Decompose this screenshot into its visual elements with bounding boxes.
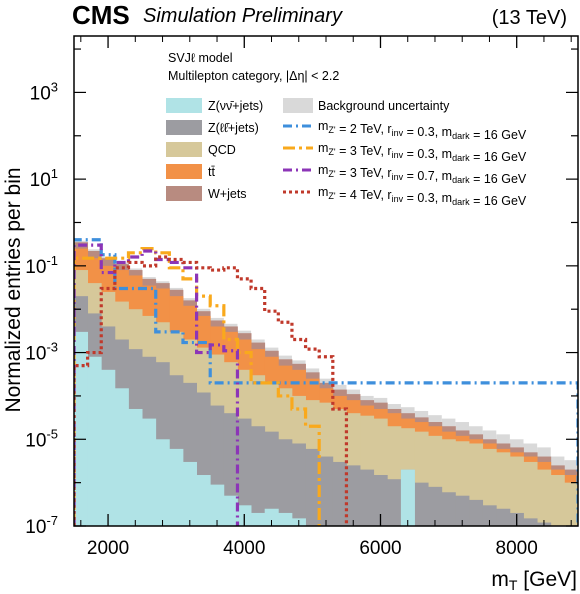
zll-bin	[264, 431, 279, 526]
znunu-bin	[142, 418, 157, 526]
zll-bin	[305, 448, 320, 526]
zll-bin	[482, 505, 497, 526]
zll-bin	[251, 426, 266, 526]
znunu-bin	[223, 495, 238, 526]
legend-swatch-qcd	[166, 142, 202, 157]
zll-bin	[469, 499, 484, 526]
znunu-bin	[87, 356, 102, 526]
legend-category: Multilepton category, |Δη| < 2.2	[168, 69, 339, 83]
zll-bin	[291, 443, 306, 526]
legend: SVJℓ model Multilepton category, |Δη| < …	[166, 51, 527, 208]
zll-bin	[387, 479, 402, 526]
y-tick-label: 101	[30, 166, 58, 191]
znunu-bin	[264, 508, 279, 526]
legend-label-signal-1: mZ' = 2 TeV, rinv = 0.3, mdark = 16 GeV	[318, 119, 527, 142]
legend-swatch-zll	[166, 120, 202, 135]
legend-label-znunu: Z(νν̄+jets)	[208, 99, 263, 113]
uncertainty-bin	[332, 384, 347, 394]
uncertainty-bin	[414, 410, 429, 422]
x-tick-label: 8000	[496, 538, 538, 559]
y-tick-label: 10-7	[25, 513, 58, 538]
qcd-bin	[564, 482, 578, 526]
znunu-bin	[101, 369, 116, 526]
uncertainty-bin	[441, 418, 456, 431]
legend-swatch-znunu	[166, 98, 202, 113]
qcd-bin	[496, 452, 511, 526]
y-axis-label: Normalized entries per bin	[2, 167, 25, 412]
legend-label-signal-2: mZ' = 3 TeV, rinv = 0.3, mdark = 16 GeV	[318, 141, 527, 164]
zll-bin	[346, 465, 361, 526]
znunu-bin	[169, 448, 184, 526]
plot-area	[74, 238, 578, 526]
zll-bin	[360, 469, 375, 526]
znunu-bin	[74, 331, 89, 526]
experiment-label: CMS	[72, 0, 130, 30]
legend-label-ttbar: tt̄	[208, 165, 215, 179]
axis-ticks: 2000 4000 6000 8000 10-7 10-5 10-3 10-1 101 103	[25, 36, 578, 559]
znunu-bin	[251, 512, 266, 526]
znunu-bin	[278, 512, 293, 526]
uncertainty-bin	[387, 404, 401, 414]
zll-bin	[319, 456, 334, 526]
x-tick-label: 2000	[87, 538, 129, 559]
y-tick-label: 10-1	[25, 253, 58, 278]
uncertainty-bin	[346, 389, 361, 399]
signal-line-4	[74, 255, 349, 526]
znunu-bin	[196, 475, 211, 526]
legend-label-qcd: QCD	[208, 143, 236, 157]
qcd-bin	[537, 469, 552, 526]
zll-bin	[278, 439, 293, 526]
zll-bin	[414, 482, 429, 526]
y-tick-label: 10-5	[25, 426, 58, 451]
zll-bin	[523, 518, 538, 526]
znunu-bin	[210, 484, 225, 526]
zll-bin	[428, 486, 443, 526]
znunu-bin	[155, 439, 170, 526]
uncertainty-bin	[373, 397, 388, 407]
zll-bin	[496, 508, 511, 526]
legend-model: SVJℓ model	[168, 51, 232, 65]
zll-bin	[332, 461, 347, 526]
uncertainty-bin	[428, 415, 442, 427]
x-axis-label: mT [GeV]	[491, 568, 577, 593]
y-tick-label: 103	[30, 79, 58, 104]
legend-label-wjets: W+jets	[208, 187, 247, 201]
qcd-bin	[523, 461, 538, 526]
legend-swatch-uncertainty	[283, 98, 313, 113]
qcd-bin	[509, 456, 524, 526]
x-tick-label: 6000	[359, 538, 401, 559]
znunu-bin	[128, 408, 143, 526]
zll-bin	[373, 475, 388, 526]
status-label: Simulation Preliminary	[143, 5, 343, 27]
zll-bin	[441, 492, 456, 526]
legend-label-signal-4: mZ' = 4 TeV, rinv = 0.3, mdark = 16 GeV	[318, 185, 527, 208]
legend-label-signal-3: mZ' = 3 TeV, rinv = 0.7, mdark = 16 GeV	[318, 163, 527, 186]
legend-swatch-ttbar	[166, 164, 202, 179]
uncertainty-bin	[400, 407, 415, 418]
y-tick-label: 10-3	[25, 340, 58, 365]
legend-label-zll: Z(ℓℓ̄+jets)	[208, 121, 259, 135]
signal-line-1	[74, 238, 578, 526]
energy-label: (13 TeV)	[492, 7, 567, 29]
znunu-bin	[182, 461, 197, 526]
zll-bin	[455, 495, 470, 526]
legend-label-uncertainty: Background uncertainty	[318, 99, 450, 113]
signal-line-2	[74, 246, 321, 526]
znunu-bin	[114, 388, 129, 526]
legend-swatch-wjets	[166, 186, 202, 201]
qcd-bin	[550, 475, 565, 526]
znunu-bin	[400, 469, 415, 526]
zll-bin	[237, 418, 252, 526]
x-tick-label: 4000	[223, 538, 265, 559]
